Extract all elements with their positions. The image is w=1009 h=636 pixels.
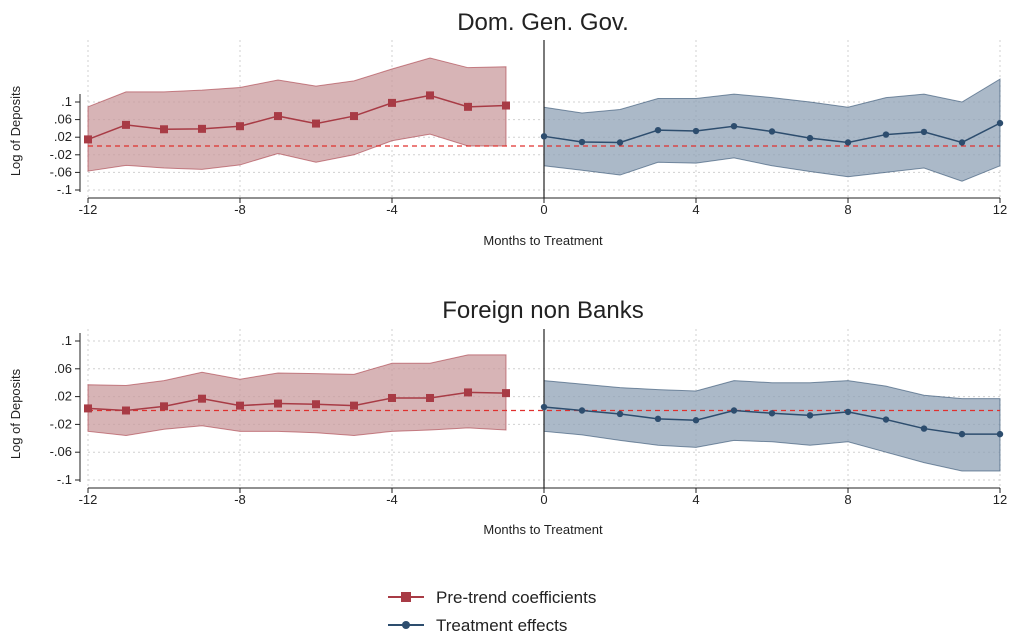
legend: Pre-trend coefficients Treatment effects bbox=[388, 588, 596, 635]
data-point-circle bbox=[578, 138, 586, 146]
x-tick-label: 8 bbox=[844, 492, 851, 507]
data-point-circle bbox=[996, 430, 1004, 438]
y-tick-label: -.1 bbox=[57, 182, 72, 197]
y-tick-label: -.1 bbox=[57, 472, 72, 487]
legend-item-pre-trend: Pre-trend coefficients bbox=[388, 588, 596, 607]
data-point-circle bbox=[958, 430, 966, 438]
data-point-square bbox=[84, 135, 92, 144]
data-point-circle bbox=[882, 416, 890, 423]
data-point-square bbox=[274, 399, 282, 408]
y-tick-label: -.02 bbox=[50, 147, 72, 162]
data-point-square bbox=[502, 389, 510, 398]
data-point-square bbox=[350, 401, 358, 410]
x-tick-label: -8 bbox=[234, 492, 246, 507]
data-point-circle bbox=[730, 123, 738, 130]
data-point-square bbox=[502, 101, 510, 110]
data-point-square bbox=[312, 400, 320, 409]
data-point-square bbox=[236, 401, 244, 410]
confidence-band bbox=[87, 354, 507, 437]
x-tick-label: 8 bbox=[844, 202, 851, 217]
data-point-square bbox=[274, 112, 282, 121]
legend-circle-marker bbox=[402, 621, 410, 629]
chart-panel-foreign-non-banks: Foreign non Banks Months to Treatment Lo… bbox=[8, 297, 1007, 537]
data-point-square bbox=[236, 122, 244, 131]
data-point-circle bbox=[920, 128, 928, 136]
y-tick-label: .02 bbox=[54, 129, 72, 144]
data-point-circle bbox=[806, 134, 814, 142]
x-tick-label: 4 bbox=[692, 492, 699, 507]
y-tick-label: .1 bbox=[61, 333, 72, 348]
data-point-circle bbox=[578, 407, 586, 414]
x-tick-label: 12 bbox=[993, 492, 1007, 507]
y-tick-label: .06 bbox=[54, 361, 72, 376]
x-tick-label: -12 bbox=[79, 492, 98, 507]
data-point-circle bbox=[958, 139, 966, 146]
x-tick-label: -12 bbox=[79, 202, 98, 217]
pre-trend-line bbox=[87, 391, 507, 412]
data-point-circle bbox=[882, 131, 890, 138]
confidence-band bbox=[543, 380, 1001, 472]
data-point-circle bbox=[540, 403, 548, 411]
y-tick-label: .1 bbox=[61, 94, 72, 109]
data-point-square bbox=[84, 404, 92, 413]
y-axis-title: Log of Deposits bbox=[8, 368, 23, 459]
chart-title: Foreign non Banks bbox=[442, 297, 643, 324]
data-point-square bbox=[464, 388, 472, 397]
legend-square-marker bbox=[401, 592, 411, 602]
y-tick-label: .06 bbox=[54, 112, 72, 127]
data-point-circle bbox=[844, 139, 852, 146]
chart-title: Dom. Gen. Gov. bbox=[457, 9, 629, 36]
data-point-square bbox=[426, 91, 434, 100]
data-point-circle bbox=[692, 417, 700, 424]
data-point-square bbox=[160, 125, 168, 134]
data-point-square bbox=[388, 393, 396, 402]
data-point-square bbox=[312, 119, 320, 128]
x-tick-label: 4 bbox=[692, 202, 699, 217]
data-point-square bbox=[122, 120, 130, 129]
legend-item-treatment: Treatment effects bbox=[388, 616, 567, 635]
legend-label: Treatment effects bbox=[436, 616, 567, 635]
data-point-square bbox=[350, 112, 358, 121]
x-tick-label: -4 bbox=[386, 202, 398, 217]
data-point-circle bbox=[654, 415, 662, 423]
x-tick-label: 0 bbox=[540, 492, 547, 507]
chart-panel-dom-gen-gov: Dom. Gen. Gov. Months to Treatment Log o… bbox=[8, 9, 1007, 248]
x-tick-label: 12 bbox=[993, 202, 1007, 217]
data-point-square bbox=[122, 406, 130, 415]
data-point-square bbox=[426, 393, 434, 402]
data-point-circle bbox=[730, 407, 738, 414]
data-point-square bbox=[160, 402, 168, 411]
x-tick-label: -8 bbox=[234, 202, 246, 217]
x-tick-label: 0 bbox=[540, 202, 547, 217]
data-point-square bbox=[388, 98, 396, 107]
x-axis-title: Months to Treatment bbox=[483, 233, 603, 248]
x-tick-label: -4 bbox=[386, 492, 398, 507]
data-point-square bbox=[464, 102, 472, 111]
y-tick-label: .02 bbox=[54, 389, 72, 404]
y-tick-label: -.06 bbox=[50, 164, 72, 179]
y-axis-title: Log of Deposits bbox=[8, 85, 23, 176]
data-point-circle bbox=[806, 412, 814, 419]
data-point-circle bbox=[540, 133, 548, 140]
data-point-square bbox=[198, 394, 206, 403]
confidence-band bbox=[87, 57, 507, 172]
y-tick-label: -.06 bbox=[50, 444, 72, 459]
data-point-circle bbox=[616, 410, 624, 418]
pre-trend-line bbox=[87, 94, 507, 141]
x-axis-title: Months to Treatment bbox=[483, 522, 603, 537]
data-point-circle bbox=[654, 126, 662, 134]
data-point-circle bbox=[616, 139, 624, 146]
y-tick-label: -.02 bbox=[50, 416, 72, 431]
data-point-circle bbox=[768, 128, 776, 135]
data-point-circle bbox=[920, 425, 928, 432]
data-point-circle bbox=[768, 410, 776, 417]
data-point-circle bbox=[844, 408, 852, 416]
data-point-square bbox=[198, 124, 206, 133]
legend-label: Pre-trend coefficients bbox=[436, 588, 596, 607]
data-point-circle bbox=[692, 127, 700, 135]
data-point-circle bbox=[996, 119, 1004, 127]
